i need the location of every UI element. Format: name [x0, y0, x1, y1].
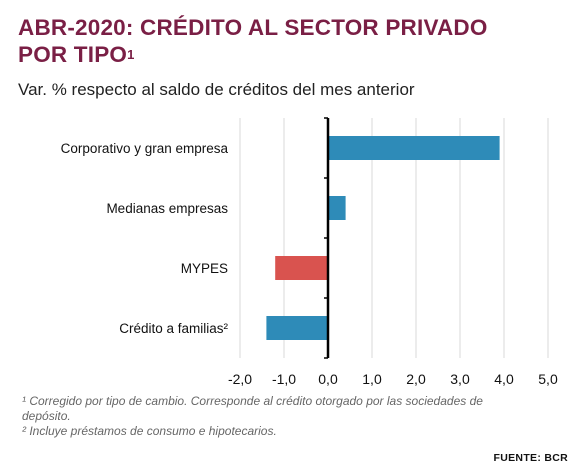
footnotes: ¹ Corregido por tipo de cambio. Correspo…: [22, 394, 492, 439]
category-label-1: Medianas empresas: [106, 201, 228, 216]
category-label-0: Corporativo y gran empresa: [61, 141, 229, 156]
source-label: FUENTE: BCR: [493, 452, 568, 464]
x-tick-label-1: -1,0: [272, 371, 296, 387]
x-tick-label-2: 0,0: [318, 371, 338, 387]
footnote-2: ² Incluye préstamos de consumo e hipotec…: [22, 424, 277, 438]
x-tick-label-5: 3,0: [450, 371, 470, 387]
category-label-2: MYPES: [181, 261, 228, 276]
category-label-3: Crédito a familias²: [119, 321, 228, 336]
bar-2: [275, 256, 328, 280]
x-tick-label-4: 2,0: [406, 371, 426, 387]
chart-title-line1: ABR-2020: CRÉDITO AL SECTOR PRIVADO: [18, 15, 488, 40]
bar-0: [328, 136, 500, 160]
x-tick-label-3: 1,0: [362, 371, 382, 387]
x-tick-label-7: 5,0: [538, 371, 558, 387]
footnote-1: ¹ Corregido por tipo de cambio. Correspo…: [22, 394, 483, 423]
chart-title: ABR-2020: CRÉDITO AL SECTOR PRIVADO POR …: [18, 14, 578, 71]
bar-3: [266, 316, 328, 340]
title-footnote-marker: 1: [127, 47, 135, 62]
x-tick-label-0: -2,0: [228, 371, 252, 387]
chart-subtitle: Var. % respecto al saldo de créditos del…: [18, 80, 415, 99]
chart-title-line2: POR TIPO: [18, 42, 128, 67]
bar-1: [328, 196, 346, 220]
x-tick-label-6: 4,0: [494, 371, 514, 387]
